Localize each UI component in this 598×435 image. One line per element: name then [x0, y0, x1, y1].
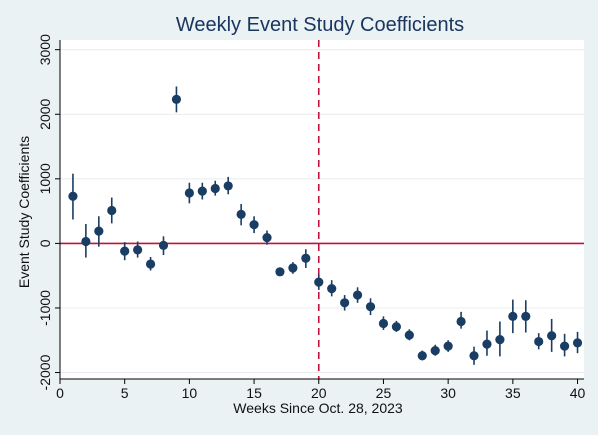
- coefficient-point-week-34: [495, 335, 505, 345]
- coefficient-point-week-22: [340, 298, 350, 308]
- x-tick-label-10: 10: [182, 385, 198, 401]
- coefficient-point-week-13: [223, 181, 233, 191]
- coefficient-point-week-8: [158, 240, 169, 250]
- y-axis-label: Event Study Coefficients: [16, 136, 32, 288]
- coefficient-point-week-31: [456, 316, 466, 327]
- coefficient-point-week-35: [508, 311, 518, 321]
- coefficient-point-week-17: [275, 267, 285, 277]
- coefficient-point-week-40: [572, 338, 583, 348]
- coefficient-point-week-33: [482, 339, 492, 349]
- x-tick-label-20: 20: [311, 385, 327, 401]
- chart-title: Weekly Event Study Coefficients: [176, 14, 464, 36]
- x-tick-label-15: 15: [246, 385, 262, 401]
- coefficient-point-week-30: [443, 341, 453, 351]
- coefficient-point-week-11: [197, 186, 207, 196]
- coefficient-point-week-38: [547, 331, 557, 341]
- coefficient-point-week-32: [469, 351, 479, 361]
- y-tick-label-1000: 1000: [37, 163, 53, 194]
- coefficient-point-week-7: [145, 259, 156, 269]
- coefficient-point-week-25: [378, 318, 389, 329]
- reference-lines: [60, 40, 584, 379]
- coefficient-point-week-3: [94, 226, 104, 236]
- x-tick-label-0: 0: [56, 385, 64, 401]
- coefficient-point-week-4: [107, 205, 117, 216]
- x-tick-label-40: 40: [570, 385, 586, 401]
- axes: -2000 -1000 0 1000 2000 3000 0 5 10 15 20 25 30 35 40: [37, 34, 586, 401]
- coefficient-point-week-1: [68, 191, 78, 201]
- coefficient-point-week-12: [210, 183, 220, 194]
- coefficient-point-week-21: [327, 284, 337, 294]
- y-tick-label-0: 0: [37, 239, 53, 247]
- coefficient-point-week-14: [236, 209, 246, 219]
- coefficient-point-week-24: [365, 302, 376, 312]
- y-tick-label--2000: -2000: [37, 354, 53, 390]
- coefficient-point-week-9: [171, 94, 182, 105]
- coefficient-point-week-18: [288, 263, 298, 273]
- coefficient-point-week-10: [184, 188, 194, 198]
- y-tick-label-3000: 3000: [37, 34, 53, 65]
- coefficient-point-week-20: [314, 277, 324, 287]
- coefficient-point-week-28: [417, 351, 427, 361]
- x-tick-label-30: 30: [440, 385, 456, 401]
- plot-area: [60, 40, 584, 379]
- coefficient-point-week-37: [534, 336, 544, 347]
- coefficient-point-week-29: [430, 345, 440, 356]
- coefficient-point-week-19: [301, 253, 311, 263]
- x-tick-label-35: 35: [505, 385, 521, 401]
- coefficient-point-week-23: [352, 290, 363, 300]
- x-tick-label-25: 25: [376, 385, 392, 401]
- y-tick-label--1000: -1000: [37, 290, 53, 326]
- coefficient-point-week-26: [391, 322, 401, 332]
- coefficient-point-week-15: [249, 220, 259, 230]
- y-tick-label-2000: 2000: [37, 98, 53, 129]
- x-axis-label: Weeks Since Oct. 28, 2023: [233, 400, 403, 416]
- coefficient-point-week-36: [521, 311, 531, 321]
- coefficient-point-week-5: [120, 246, 130, 256]
- coefficient-point-week-39: [559, 341, 570, 351]
- coefficient-point-week-2: [81, 236, 91, 247]
- coefficient-markers: [68, 94, 583, 361]
- x-tick-label-5: 5: [121, 385, 129, 401]
- coefficient-point-week-27: [404, 330, 414, 340]
- coefficient-point-week-6: [133, 245, 143, 255]
- coefficient-point-week-16: [262, 232, 272, 243]
